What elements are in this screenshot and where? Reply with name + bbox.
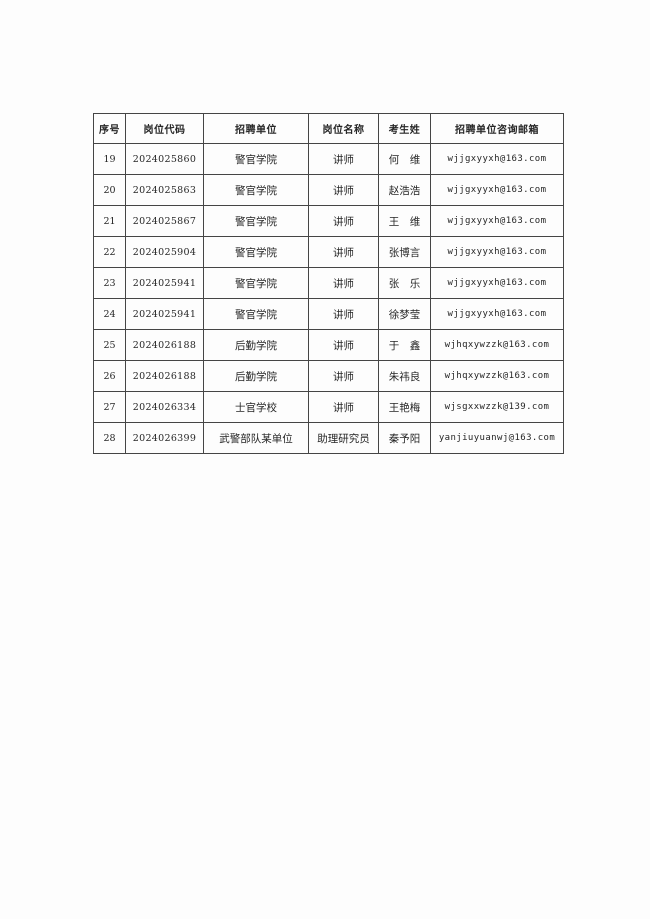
cell-name: 于 鑫 [378,329,431,361]
cell-post: 助理研究员 [308,422,379,454]
cell-code: 2024025941 [125,298,204,330]
cell-seq: 21 [93,205,126,237]
cell-code: 2024026188 [125,329,204,361]
cell-email: wjjgxyyxh@163.com [430,267,564,299]
cell-unit: 警官学院 [203,174,309,206]
cell-seq: 24 [93,298,126,330]
table-row: 25 2024026188 后勤学院 讲师于 鑫 wjhqxywzzk@163.com [93,329,564,361]
cell-unit: 警官学院 [203,267,309,299]
cell-post: 讲师 [308,205,379,237]
column-header-post: 岗位名称 [308,113,379,144]
cell-email: wjjgxyyxh@163.com [430,298,564,330]
table-header: 序号 岗位代码 招聘单位 岗位名称 考生姓 招聘单位咨询邮箱 [93,113,564,144]
table-row: 28 2024026399 武警部队某单位 助理研究员 秦予阳 yanjiuyuanwj@… [93,422,564,454]
cell-email: wjhqxywzzk@163.com [430,360,564,392]
cell-seq: 20 [93,174,126,206]
cell-post: 讲师 [308,298,379,330]
cell-post: 讲师 [308,143,379,175]
table-row: 23 2024025941 警官学院 讲师张 乐 wjjgxyyxh@163.com [93,267,564,299]
table-row: 26 2024026188 后勤学院 讲师 朱祎良 wjhqxywzzk@163.com [93,360,564,392]
recruitment-table: 序号 岗位代码 招聘单位 岗位名称 考生姓 招聘单位咨询邮箱 19 2024025… [93,113,564,454]
cell-seq: 19 [93,143,126,175]
table-row: 19 2024025860 警官学院 讲师何 维 wjjgxyyxh@163.com [93,143,564,175]
cell-name: 何 维 [378,143,431,175]
cell-email: wjjgxyyxh@163.com [430,205,564,237]
cell-unit: 警官学院 [203,205,309,237]
cell-post: 讲师 [308,267,379,299]
cell-unit: 警官学院 [203,298,309,330]
cell-code: 2024026188 [125,360,204,392]
cell-seq: 25 [93,329,126,361]
column-header-code: 岗位代码 [125,113,204,144]
cell-seq: 22 [93,236,126,268]
cell-code: 2024025863 [125,174,204,206]
cell-email: wjhqxywzzk@163.com [430,329,564,361]
cell-seq: 28 [93,422,126,454]
cell-unit: 后勤学院 [203,329,309,361]
cell-post: 讲师 [308,236,379,268]
cell-name: 王 维 [378,205,431,237]
table-row: 24 2024025941 警官学院 讲师 徐梦莹 wjjgxyyxh@163.com [93,298,564,330]
cell-seq: 26 [93,360,126,392]
cell-name: 徐梦莹 [378,298,431,330]
recruitment-table-container: 序号 岗位代码 招聘单位 岗位名称 考生姓 招聘单位咨询邮箱 19 2024025… [93,113,564,454]
cell-seq: 27 [93,391,126,423]
table-row: 27 2024026334 士官学校 讲师 王艳梅 wjsgxxwzzk@139.com [93,391,564,423]
cell-post: 讲师 [308,329,379,361]
cell-name: 秦予阳 [378,422,431,454]
column-header-name: 考生姓 [378,113,431,144]
cell-code: 2024026399 [125,422,204,454]
table-row: 21 2024025867 警官学院 讲师王 维 wjjgxyyxh@163.com [93,205,564,237]
table-row: 20 2024025863 警官学院 讲师 赵浩浩 wjjgxyyxh@163.com [93,174,564,206]
table-row: 22 2024025904 警官学院 讲师 张博言 wjjgxyyxh@163.com [93,236,564,268]
cell-email: wjjgxyyxh@163.com [430,174,564,206]
column-header-email: 招聘单位咨询邮箱 [430,113,564,144]
cell-code: 2024025941 [125,267,204,299]
cell-post: 讲师 [308,174,379,206]
column-header-unit: 招聘单位 [203,113,309,144]
cell-email: wjjgxyyxh@163.com [430,143,564,175]
header-row: 序号 岗位代码 招聘单位 岗位名称 考生姓 招聘单位咨询邮箱 [93,113,564,144]
cell-unit: 后勤学院 [203,360,309,392]
cell-email: yanjiuyuanwj@163.com [430,422,564,454]
cell-name: 赵浩浩 [378,174,431,206]
cell-unit: 警官学院 [203,143,309,175]
cell-name: 朱祎良 [378,360,431,392]
cell-email: wjsgxxwzzk@139.com [430,391,564,423]
cell-code: 2024025904 [125,236,204,268]
cell-name: 张博言 [378,236,431,268]
cell-name: 王艳梅 [378,391,431,423]
cell-code: 2024026334 [125,391,204,423]
cell-email: wjjgxyyxh@163.com [430,236,564,268]
cell-unit: 武警部队某单位 [203,422,309,454]
cell-code: 2024025860 [125,143,204,175]
cell-seq: 23 [93,267,126,299]
cell-post: 讲师 [308,391,379,423]
cell-unit: 士官学校 [203,391,309,423]
table-body: 19 2024025860 警官学院 讲师何 维 wjjgxyyxh@163.com 20… [93,143,564,454]
cell-code: 2024025867 [125,205,204,237]
cell-unit: 警官学院 [203,236,309,268]
cell-name: 张 乐 [378,267,431,299]
column-header-seq: 序号 [93,113,126,144]
cell-post: 讲师 [308,360,379,392]
